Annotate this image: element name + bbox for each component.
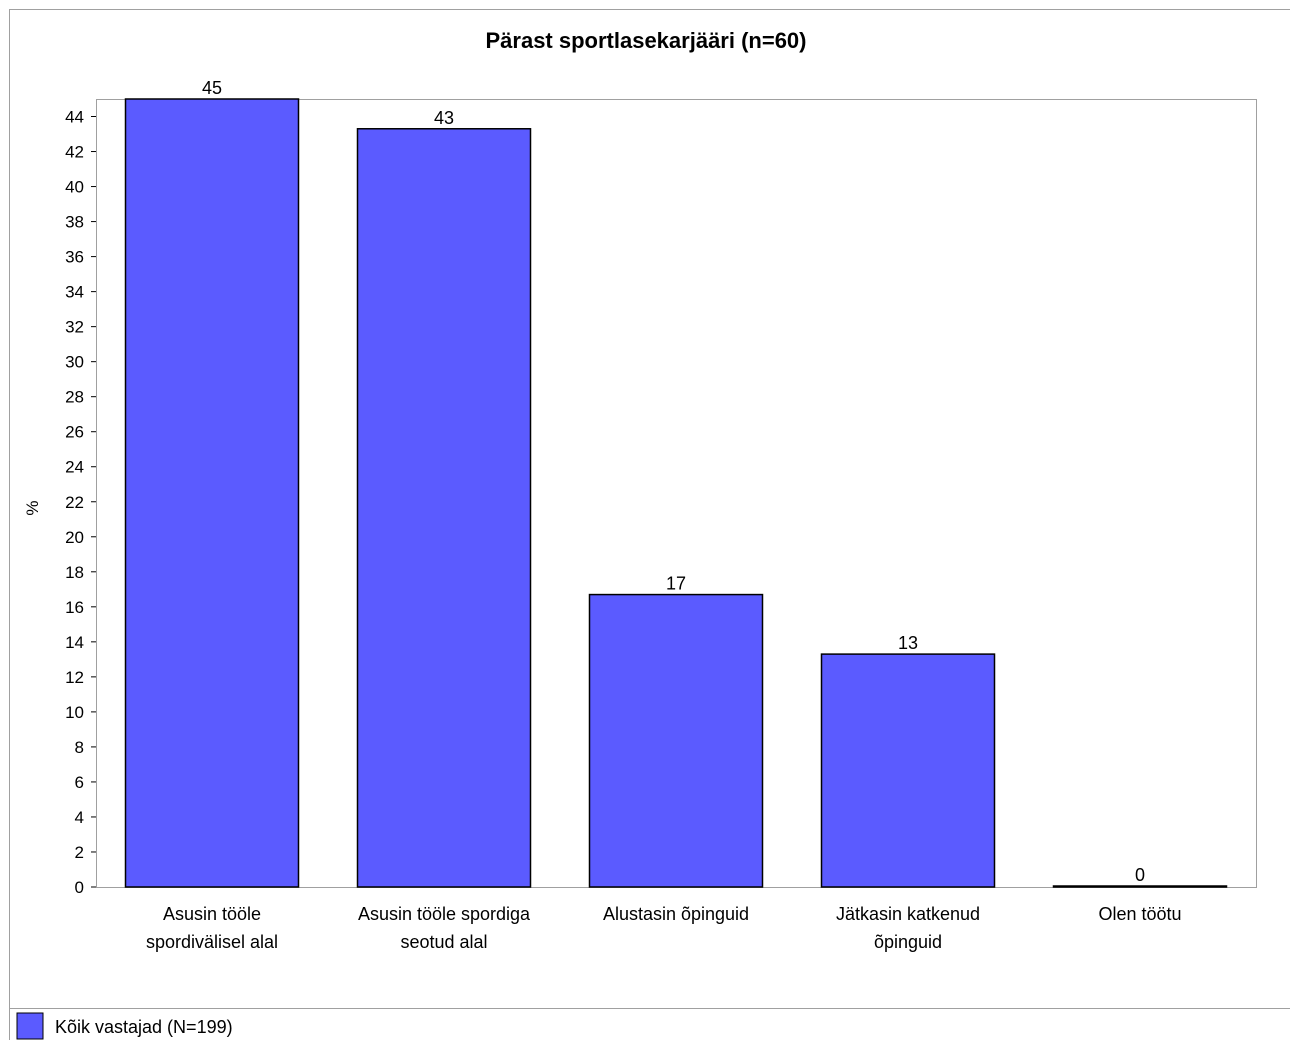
legend-swatch: [17, 1013, 43, 1039]
bar: [822, 654, 995, 887]
y-tick-label: 32: [65, 318, 84, 337]
y-tick-label: 44: [65, 108, 84, 127]
data-label: 13: [898, 633, 918, 653]
data-label: 0: [1135, 865, 1145, 885]
y-tick-label: 14: [65, 633, 84, 652]
x-tick-label: Alustasin õpinguid: [603, 904, 749, 924]
y-tick-label: 28: [65, 388, 84, 407]
x-tick-label: Olen töötu: [1098, 904, 1181, 924]
y-tick-label: 38: [65, 213, 84, 232]
legend-label: Kõik vastajad (N=199): [55, 1017, 233, 1037]
y-tick-label: 30: [65, 353, 84, 372]
y-tick-label: 40: [65, 178, 84, 197]
y-tick-label: 6: [75, 773, 84, 792]
bar: [358, 129, 531, 887]
data-label: 17: [666, 574, 686, 594]
y-tick-label: 4: [75, 808, 84, 827]
bar: [590, 595, 763, 887]
y-tick-label: 0: [75, 878, 84, 897]
y-tick-label: 10: [65, 703, 84, 722]
bar: [1054, 886, 1227, 887]
y-tick-label: 20: [65, 528, 84, 547]
bar: [126, 99, 299, 887]
chart-title: Pärast sportlasekarjääri (n=60): [485, 28, 806, 53]
y-tick-label: 26: [65, 423, 84, 442]
y-axis-label: %: [23, 500, 42, 515]
data-label: 43: [434, 108, 454, 128]
y-tick-label: 2: [75, 843, 84, 862]
y-tick-label: 24: [65, 458, 84, 477]
y-tick-label: 22: [65, 493, 84, 512]
y-tick-label: 8: [75, 738, 84, 757]
y-tick-label: 16: [65, 598, 84, 617]
y-tick-label: 42: [65, 143, 84, 162]
y-tick-label: 18: [65, 563, 84, 582]
y-tick-label: 34: [65, 283, 84, 302]
y-tick-label: 36: [65, 248, 84, 267]
y-tick-label: 12: [65, 668, 84, 687]
data-label: 45: [202, 78, 222, 98]
